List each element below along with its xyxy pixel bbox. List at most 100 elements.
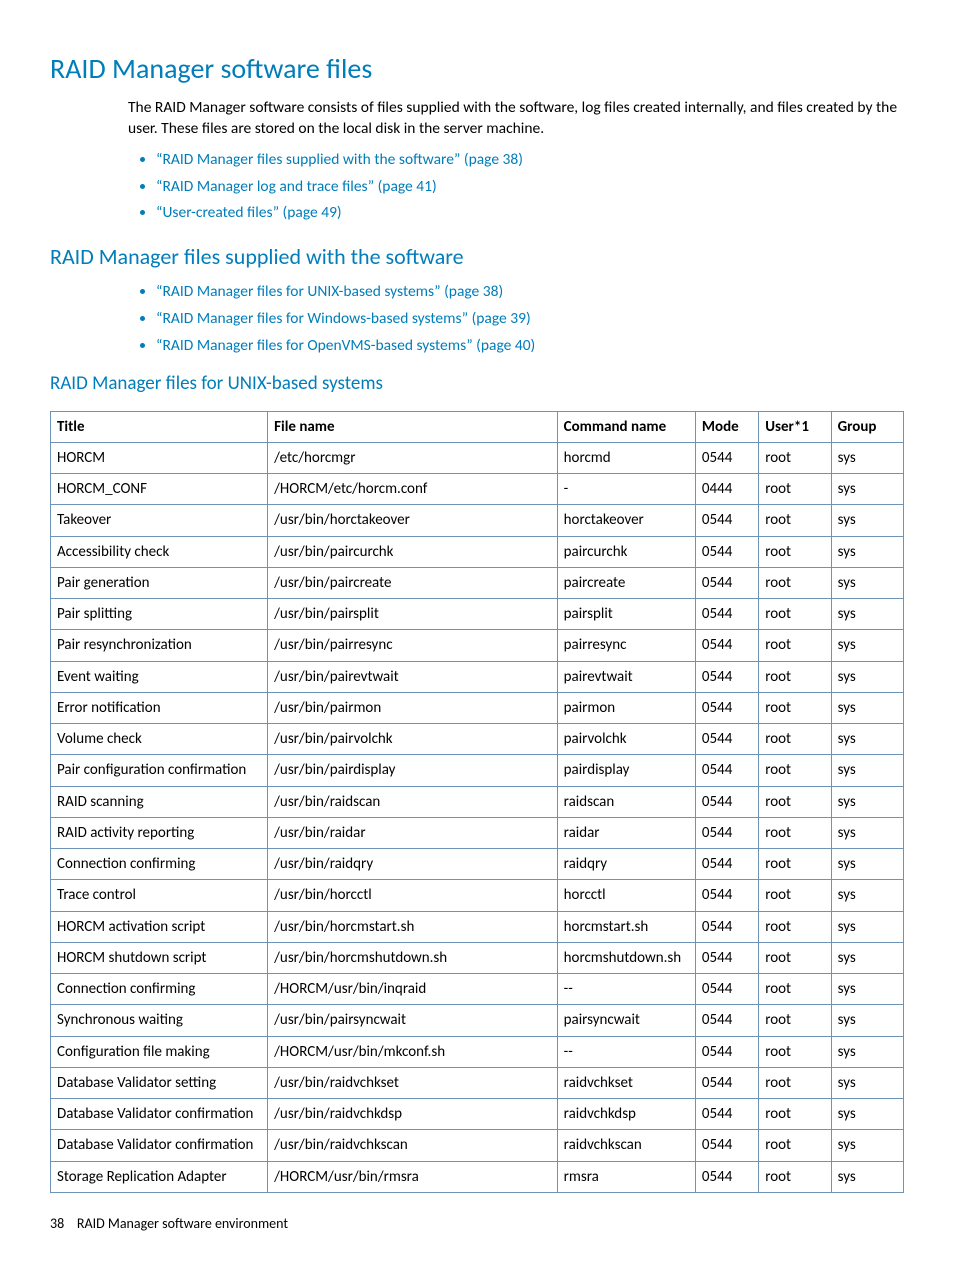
table-cell: RAID activity reporting <box>51 817 268 848</box>
table-row: Pair splitting/usr/bin/pairsplitpairspli… <box>51 599 904 630</box>
table-cell: Error notification <box>51 692 268 723</box>
table-cell: Database Validator setting <box>51 1067 268 1098</box>
link-item[interactable]: “RAID Manager files supplied with the so… <box>156 150 904 171</box>
table-row: HORCM activation script/usr/bin/horcmsta… <box>51 911 904 942</box>
table-cell: root <box>759 1161 831 1192</box>
table-cell: Storage Replication Adapter <box>51 1161 268 1192</box>
page-footer: 38 RAID Manager software environment <box>50 1215 904 1234</box>
table-cell: 0544 <box>695 1099 758 1130</box>
table-cell: root <box>759 442 831 473</box>
link-text[interactable]: “RAID Manager files for Windows-based sy… <box>156 309 531 328</box>
table-header-cell: Mode <box>695 411 758 442</box>
table-cell: 0544 <box>695 942 758 973</box>
table-row: Trace control/usr/bin/horcctlhorcctl0544… <box>51 880 904 911</box>
table-cell: root <box>759 567 831 598</box>
table-cell: /usr/bin/pairdisplay <box>268 755 558 786</box>
table-cell: root <box>759 911 831 942</box>
table-cell: pairresync <box>557 630 695 661</box>
table-cell: raidar <box>557 817 695 848</box>
table-cell: Event waiting <box>51 661 268 692</box>
table-cell: Pair splitting <box>51 599 268 630</box>
table-cell: root <box>759 692 831 723</box>
table-cell: sys <box>831 505 903 536</box>
table-cell: 0544 <box>695 1130 758 1161</box>
table-cell: sys <box>831 911 903 942</box>
table-cell: 0544 <box>695 1161 758 1192</box>
link-text[interactable]: “RAID Manager files for OpenVMS-based sy… <box>156 336 535 355</box>
table-cell: root <box>759 1036 831 1067</box>
table-cell: Pair generation <box>51 567 268 598</box>
table-cell: Accessibility check <box>51 536 268 567</box>
table-cell: sys <box>831 599 903 630</box>
table-cell: /HORCM/usr/bin/inqraid <box>268 974 558 1005</box>
table-cell: 0544 <box>695 786 758 817</box>
link-item[interactable]: “RAID Manager files for Windows-based sy… <box>156 309 904 330</box>
table-cell: root <box>759 724 831 755</box>
table-cell: pairsplit <box>557 599 695 630</box>
link-item[interactable]: “RAID Manager files for UNIX-based syste… <box>156 282 904 303</box>
table-cell: /usr/bin/raidar <box>268 817 558 848</box>
link-text[interactable]: “RAID Manager files for UNIX-based syste… <box>156 282 503 301</box>
table-cell: 0544 <box>695 974 758 1005</box>
table-cell: 0544 <box>695 849 758 880</box>
table-cell: 0544 <box>695 661 758 692</box>
table-row: Pair resynchronization/usr/bin/pairresyn… <box>51 630 904 661</box>
table-row: Database Validator setting/usr/bin/raidv… <box>51 1067 904 1098</box>
table-cell: sys <box>831 442 903 473</box>
table-cell: pairdisplay <box>557 755 695 786</box>
table-cell: /usr/bin/pairevtwait <box>268 661 558 692</box>
table-header-cell: Title <box>51 411 268 442</box>
link-item[interactable]: “User-created files” (page 49) <box>156 203 904 224</box>
heading-3: RAID Manager files for UNIX-based system… <box>50 371 904 397</box>
table-cell: raidvchkset <box>557 1067 695 1098</box>
table-cell: 0544 <box>695 630 758 661</box>
table-cell: sys <box>831 567 903 598</box>
table-cell: pairevtwait <box>557 661 695 692</box>
link-item[interactable]: “RAID Manager files for OpenVMS-based sy… <box>156 336 904 357</box>
table-cell: 0544 <box>695 911 758 942</box>
table-cell: sys <box>831 942 903 973</box>
table-cell: /HORCM/usr/bin/mkconf.sh <box>268 1036 558 1067</box>
link-text[interactable]: “RAID Manager log and trace files” (page… <box>156 177 437 196</box>
table-cell: sys <box>831 536 903 567</box>
table-cell: sys <box>831 661 903 692</box>
table-cell: raidscan <box>557 786 695 817</box>
link-text[interactable]: “User-created files” (page 49) <box>156 203 342 222</box>
table-cell: root <box>759 630 831 661</box>
footer-page-number: 38 <box>50 1215 64 1232</box>
table-cell: root <box>759 1067 831 1098</box>
table-cell: sys <box>831 755 903 786</box>
table-cell: 0544 <box>695 692 758 723</box>
table-cell: root <box>759 942 831 973</box>
intro-paragraph: The RAID Manager software consists of fi… <box>128 98 904 140</box>
table-cell: Database Validator confirmation <box>51 1099 268 1130</box>
table-header-row: TitleFile nameCommand nameModeUser*1Grou… <box>51 411 904 442</box>
link-text[interactable]: “RAID Manager files supplied with the so… <box>156 150 523 169</box>
table-cell: 0544 <box>695 755 758 786</box>
table-cell: sys <box>831 880 903 911</box>
table-header-cell: Group <box>831 411 903 442</box>
table-cell: /usr/bin/raidvchkdsp <box>268 1099 558 1130</box>
table-cell: root <box>759 505 831 536</box>
table-row: Database Validator confirmation/usr/bin/… <box>51 1130 904 1161</box>
table-cell: Connection confirming <box>51 849 268 880</box>
table-cell: sys <box>831 630 903 661</box>
table-cell: sys <box>831 1036 903 1067</box>
table-cell: /usr/bin/raidvchkset <box>268 1067 558 1098</box>
table-row: Connection confirming/usr/bin/raidqryrai… <box>51 849 904 880</box>
table-cell: sys <box>831 1067 903 1098</box>
table-cell: Volume check <box>51 724 268 755</box>
table-cell: /usr/bin/horcmshutdown.sh <box>268 942 558 973</box>
table-header-cell: Command name <box>557 411 695 442</box>
table-cell: root <box>759 880 831 911</box>
table-cell: -- <box>557 1036 695 1067</box>
table-cell: /usr/bin/pairvolchk <box>268 724 558 755</box>
table-cell: horcctl <box>557 880 695 911</box>
table-cell: root <box>759 536 831 567</box>
table-cell: sys <box>831 1161 903 1192</box>
files-table: TitleFile nameCommand nameModeUser*1Grou… <box>50 411 904 1193</box>
table-cell: sys <box>831 786 903 817</box>
table-cell: paircreate <box>557 567 695 598</box>
link-item[interactable]: “RAID Manager log and trace files” (page… <box>156 177 904 198</box>
table-cell: horcmshutdown.sh <box>557 942 695 973</box>
